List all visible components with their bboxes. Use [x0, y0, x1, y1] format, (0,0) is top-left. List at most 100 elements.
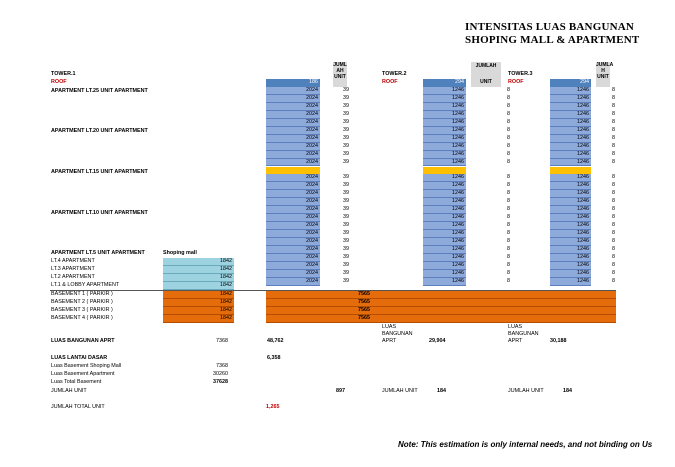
- tower2-floor-value: 1246: [423, 269, 466, 278]
- tower3-floor-value: 1246: [550, 206, 591, 215]
- tower2-floor-unit: 8: [507, 246, 510, 252]
- jumlah-total-unit-value: 1,265: [266, 404, 280, 410]
- basement-row-band: 7565: [266, 291, 616, 299]
- basement-row-band: 7565: [266, 298, 616, 307]
- total-basement-value: 37628: [213, 379, 228, 385]
- tower2-floor-value: 1246: [423, 246, 466, 254]
- tower2-floor-unit: 8: [507, 174, 510, 181]
- tower2-jumlah-unit: 184: [437, 388, 446, 394]
- tower3-floor-value: 1246: [550, 142, 591, 151]
- tower1-transfer-floor: [266, 166, 320, 175]
- basement-mall-value: 7368: [216, 363, 228, 369]
- tower1-floor-unit: 39: [343, 253, 349, 260]
- tower1-floor-value: 2024: [266, 206, 320, 215]
- tower2-floor-unit: 8: [507, 238, 510, 245]
- tower1-floor-unit: 39: [343, 174, 349, 181]
- tower3-floor-value: 1246: [550, 222, 591, 231]
- tower3-floor-value: 1246: [550, 238, 591, 246]
- tower2-floor-unit: 8: [507, 150, 510, 157]
- tower3-floor-value: 1246: [550, 261, 591, 270]
- tower3-roof-value: 294: [550, 79, 591, 87]
- tower1-floor-value: 2024: [266, 94, 320, 103]
- tower1-roof-value: 186: [266, 79, 320, 87]
- tower2-floor-value: 1246: [423, 142, 466, 151]
- tower3-floor-value: 1246: [550, 134, 591, 143]
- tower2-floor-value: 1246: [423, 94, 466, 103]
- tower1-floor-value: 2024: [266, 174, 320, 183]
- basement-row-label: BASEMENT 1 ( PARKIR ): [51, 291, 113, 297]
- tower1-floor-value: 2024: [266, 150, 320, 159]
- t2-luas-word: LUAS: [382, 324, 397, 330]
- tower2-floor-unit: 8: [507, 230, 510, 237]
- tower2-floor-value: 1246: [423, 222, 466, 231]
- tower2-floor-unit: 8: [507, 158, 510, 165]
- basement-row-total: 7565: [358, 298, 370, 305]
- luas-lantai-dasar-value: 6,358: [267, 355, 281, 361]
- tower3-floor-value: 1246: [550, 110, 591, 119]
- total-basement-label: Luas Total Basement: [51, 379, 102, 385]
- tower3-floor-value: 1246: [550, 102, 591, 111]
- floor-label-lt10: APARTMENT LT.10 UNIT APARTMENT: [51, 210, 148, 216]
- tower2-floor-unit: 8: [507, 269, 510, 276]
- tower1-floor-value: 2024: [266, 102, 320, 111]
- tower3-floor-value: 1246: [550, 174, 591, 183]
- tower1-floor-value: 2024: [266, 230, 320, 239]
- tower3-floor-unit: 8: [612, 174, 615, 181]
- tower1-floor-value: 2024: [266, 126, 320, 135]
- tower3-floor-unit: 8: [612, 94, 615, 101]
- luas-bangunan-aprt-total: 48,762: [267, 338, 284, 344]
- tower1-floor-unit: 39: [343, 206, 349, 213]
- tower3-floor-unit: 8: [612, 214, 615, 221]
- floor-label-lt15: APARTMENT LT.15 UNIT APARTMENT: [51, 169, 148, 175]
- tower3-floor-unit: 8: [612, 118, 615, 125]
- tower3-floor-value: 1246: [550, 230, 591, 239]
- tower2-floor-unit: 8: [507, 214, 510, 221]
- tower1-floor-unit: 39: [343, 190, 349, 197]
- tower3-floor-value: 1246: [550, 253, 591, 262]
- mall-row-value: 1842: [163, 273, 234, 282]
- mall-row-label: LT.4 APARTMENT: [51, 258, 95, 264]
- mall-row-label: LT.2 APARTMENT: [51, 273, 95, 280]
- tower2-floor-unit: 8: [507, 261, 510, 268]
- tower2-floor-value: 1246: [423, 253, 466, 262]
- tower3-floor-value: 1246: [550, 269, 591, 278]
- tower2-floor-unit: 8: [507, 253, 510, 260]
- tower3-label: TOWER.3: [508, 71, 533, 77]
- tower1-floor-unit: 39: [343, 87, 349, 93]
- tower2-floor-value: 1246: [423, 277, 466, 286]
- tower3-floor-unit: 8: [612, 261, 615, 268]
- tower1-floor-value: 2024: [266, 222, 320, 231]
- basement-row-band: 7565: [266, 306, 616, 315]
- tower3-floor-unit: 8: [612, 253, 615, 260]
- tower2-floor-value: 1246: [423, 261, 466, 270]
- disclaimer-note: Note: This estimation is only internal n…: [398, 440, 653, 449]
- t3-bangunan-word: BANGUNAN: [508, 331, 539, 337]
- tower3-floor-unit: 8: [612, 126, 615, 133]
- mall-row-value: 1842: [163, 258, 234, 266]
- tower3-jumlah-unit: 184: [563, 388, 572, 394]
- tower2-floor-unit: 8: [507, 110, 510, 117]
- tower3-floor-value: 1246: [550, 118, 591, 127]
- tower2-floor-unit: 8: [507, 142, 510, 149]
- mall-label: Shoping mall: [163, 250, 197, 256]
- tower3-floor-unit: 8: [612, 110, 615, 117]
- tower3-floor-unit: 8: [612, 158, 615, 165]
- luas-bangunan-aprt-7368: 7368: [216, 338, 228, 344]
- tower1-floor-unit: 39: [343, 94, 349, 101]
- tower2-floor-unit: 8: [507, 134, 510, 141]
- tower2-floor-value: 1246: [423, 238, 466, 246]
- tower1-floor-value: 2024: [266, 182, 320, 191]
- tower2-floor-unit: 8: [507, 126, 510, 133]
- tower3-floor-unit: 8: [612, 102, 615, 109]
- tower3-floor-unit: 8: [612, 134, 615, 141]
- tower1-unit-header: JUML AH UNIT: [333, 62, 347, 87]
- tower1-floor-value: 2024: [266, 253, 320, 262]
- mall-row-value: 1842: [163, 265, 234, 274]
- tower3-jumlah-unit-label: JUMLAH UNIT: [508, 388, 544, 394]
- jumlah-total-unit-label: JUMLAH TOTAL UNIT: [51, 404, 105, 410]
- basement-row-value: 1842: [163, 306, 234, 315]
- tower1-floor-unit: 39: [343, 261, 349, 268]
- basement-row-value: 1842: [163, 298, 234, 307]
- tower2-jumlah-unit-label: JUMLAH UNIT: [382, 388, 418, 394]
- tower1-floor-value: 2024: [266, 158, 320, 167]
